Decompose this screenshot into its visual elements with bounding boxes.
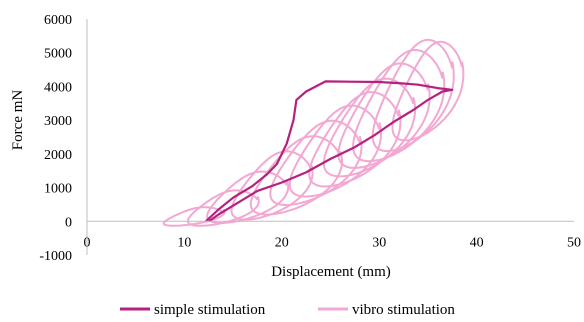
- y-tick-label: -1000: [39, 249, 72, 264]
- y-tick-label: 2000: [44, 148, 72, 163]
- legend-label-simple: simple stimulation: [154, 302, 266, 318]
- y-tick-label: 0: [65, 215, 72, 230]
- vibro-stimulation-loop: [288, 104, 382, 198]
- x-axis-title: Displacement (mm): [271, 264, 391, 280]
- y-axis-title: Force mN: [10, 90, 26, 151]
- x-tick-label: 0: [84, 235, 91, 250]
- vibro-series-layer: [162, 38, 465, 227]
- vibro-stimulation-loop: [352, 49, 446, 163]
- x-tick-label: 50: [567, 235, 581, 250]
- simple-series-layer: [205, 80, 454, 223]
- vibro-stimulation-loop: [391, 40, 465, 142]
- vibro-stimulation-loop: [186, 189, 260, 227]
- simple-stimulation-line: [205, 80, 454, 223]
- y-tick-label: 3000: [44, 114, 72, 129]
- x-tick-label: 10: [177, 235, 191, 250]
- x-tick-label: 40: [470, 235, 484, 250]
- y-tick-label: 6000: [44, 13, 72, 28]
- legend: simple stimulation vibro stimulation: [120, 302, 455, 318]
- y-tick-label: 1000: [44, 182, 72, 197]
- vibro-stimulation-loop: [206, 170, 290, 224]
- x-tick-label: 30: [372, 235, 386, 250]
- y-tick-label: 5000: [44, 47, 72, 62]
- vibro-stimulation-loop: [230, 150, 314, 221]
- legend-label-vibro: vibro stimulation: [352, 302, 455, 318]
- vibro-stimulation-loop: [371, 38, 455, 153]
- y-tick-labels: -1000 0 1000 2000 3000 4000 5000 6000: [39, 13, 72, 264]
- x-tick-labels: 0 10 20 30 40 50: [84, 235, 582, 250]
- x-tick-label: 20: [275, 235, 289, 250]
- y-tick-label: 4000: [44, 80, 72, 95]
- axes: [86, 19, 574, 255]
